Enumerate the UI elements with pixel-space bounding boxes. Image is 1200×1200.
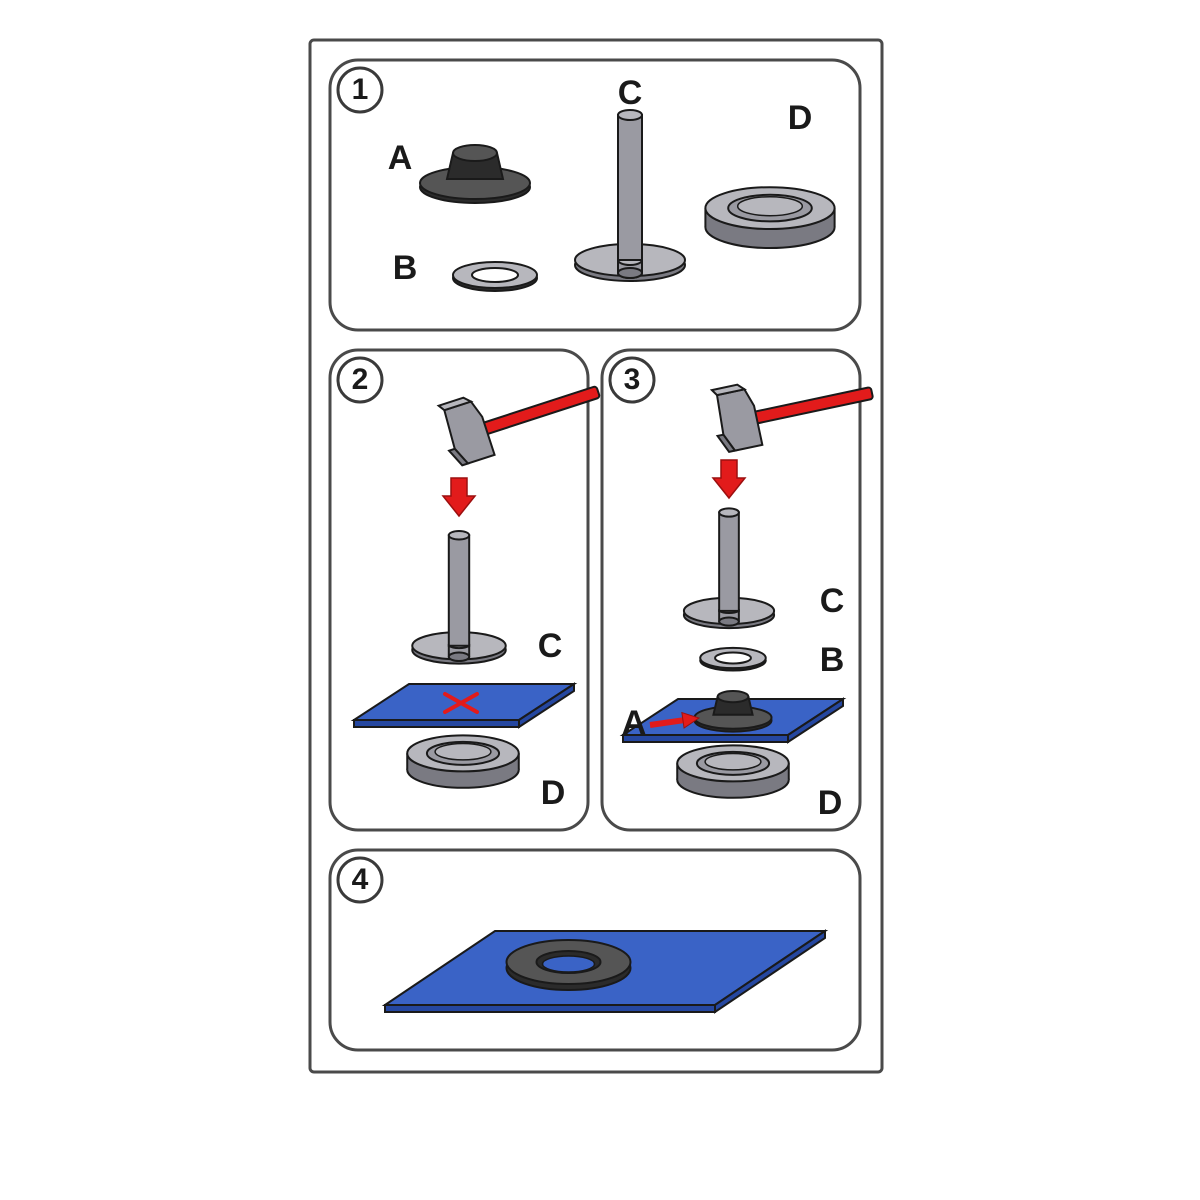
- panel-1: 1A B C D: [330, 60, 860, 330]
- svg-text:D: D: [788, 99, 813, 137]
- panel-2: 2 D C: [330, 350, 607, 830]
- svg-text:C: C: [618, 74, 643, 112]
- svg-text:1: 1: [352, 73, 369, 106]
- svg-text:B: B: [820, 641, 845, 679]
- svg-text:B: B: [393, 249, 418, 287]
- svg-text:C: C: [538, 627, 563, 665]
- svg-text:D: D: [818, 784, 843, 822]
- svg-text:3: 3: [624, 363, 641, 396]
- svg-text:A: A: [622, 704, 647, 742]
- svg-text:2: 2: [352, 363, 369, 396]
- panel-3: 3 D A BC: [602, 350, 878, 830]
- svg-text:A: A: [388, 139, 413, 177]
- svg-text:C: C: [820, 582, 845, 620]
- svg-text:4: 4: [352, 863, 369, 896]
- svg-text:D: D: [541, 774, 566, 812]
- panel-4: 4: [330, 850, 860, 1050]
